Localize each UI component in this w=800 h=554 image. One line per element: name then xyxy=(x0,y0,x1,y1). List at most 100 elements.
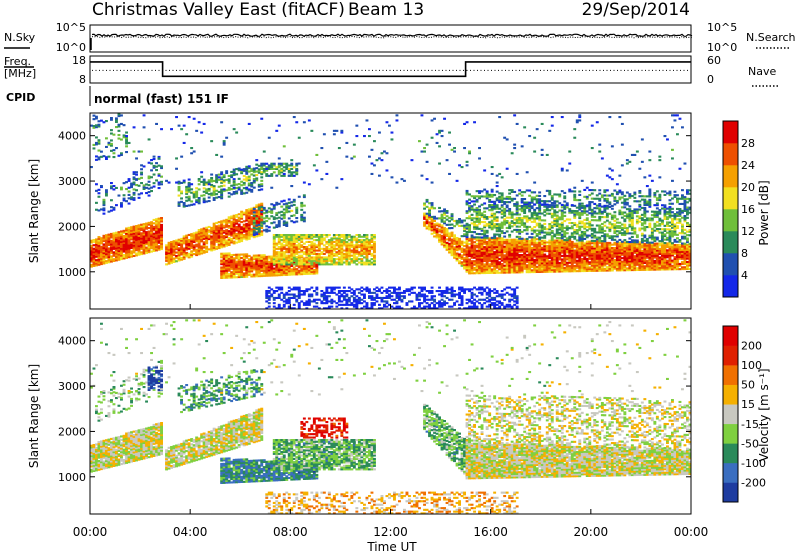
power-cell-b11 xyxy=(668,264,672,267)
power-cell-b11 xyxy=(563,258,567,261)
power-cell-b11 xyxy=(470,270,474,273)
power-cell-b0 xyxy=(122,240,126,243)
power-cell-b3 xyxy=(190,252,194,255)
power-cell-b3 xyxy=(192,240,196,243)
power-cell-b0 xyxy=(97,253,101,256)
power-cell-b0 xyxy=(147,247,151,250)
power-cell-b6 xyxy=(290,237,294,240)
power-cell-b11 xyxy=(565,268,569,271)
power-cell-b6 xyxy=(352,261,356,264)
power-cell-b5 xyxy=(237,255,241,258)
power-cell-b4 xyxy=(177,182,181,185)
power-cell-b6 xyxy=(285,237,289,240)
power-cell-b0 xyxy=(107,259,111,262)
power-cell-b5 xyxy=(290,263,294,266)
power-cell-b5 xyxy=(262,255,266,258)
power-cell-b3 xyxy=(212,239,216,242)
power-cell-b1 xyxy=(97,192,101,195)
power-cell-b11 xyxy=(658,268,662,271)
power-cell-b6 xyxy=(300,251,304,254)
power-cell-b11 xyxy=(535,258,539,261)
power-cell-b2 xyxy=(120,114,123,117)
power-cell-b11 xyxy=(583,256,587,259)
power-cell-b10 xyxy=(428,214,431,217)
power-cell-b3 xyxy=(215,225,219,228)
power-cell-b11 xyxy=(633,250,637,253)
power-cell-b0 xyxy=(160,246,163,249)
power-cell-b12 xyxy=(563,211,567,214)
power-cell-b11 xyxy=(595,250,599,253)
power-cell-b11 xyxy=(548,267,552,270)
power-cell-b3 xyxy=(260,202,264,205)
power-cell-b6 xyxy=(322,263,326,266)
power-cell-b11 xyxy=(528,259,532,262)
power-cell-b12 xyxy=(468,205,471,208)
power-cell-b0 xyxy=(125,256,128,259)
power-cell-b0 xyxy=(112,237,116,240)
power-cell-b2 xyxy=(95,143,98,146)
power-cell-b11 xyxy=(493,240,497,243)
power-cell-b11 xyxy=(595,259,599,262)
power-cell-b12 xyxy=(528,205,532,208)
power-cell-b11 xyxy=(585,240,589,243)
power-cell-b11 xyxy=(493,270,497,273)
power-cell-b3 xyxy=(167,255,171,258)
power-cell-b0 xyxy=(115,254,118,257)
power-cell-b12 xyxy=(510,221,514,224)
power-cell-b5 xyxy=(247,270,251,273)
power-cell-b0 xyxy=(150,250,153,253)
power-cell-b6 xyxy=(327,256,331,259)
power-cell-b11 xyxy=(483,253,487,256)
power-cell-b9 xyxy=(443,246,446,249)
power-cell-b3 xyxy=(260,226,264,229)
power-cell-b1 xyxy=(132,198,136,201)
power-cell-b11 xyxy=(503,261,507,264)
power-cell-b0 xyxy=(152,229,156,232)
power-cell-b9 xyxy=(453,253,456,256)
power-cell-b0 xyxy=(105,260,108,263)
power-cell-b8 xyxy=(285,166,289,169)
power-cell-b3 xyxy=(200,236,204,239)
power-cell-b12 xyxy=(485,234,489,237)
power-cell-b6 xyxy=(368,259,371,262)
power-cell-b11 xyxy=(620,269,624,272)
power-cell-b4 xyxy=(222,179,226,182)
power-cell-b5 xyxy=(265,273,269,276)
power-cell-b11 xyxy=(520,257,524,260)
power-cell-b0 xyxy=(132,239,136,242)
power-cell-b11 xyxy=(553,243,557,246)
power-cell-b11 xyxy=(508,245,512,248)
power-cell-b0 xyxy=(112,253,116,256)
power-cell-b11 xyxy=(515,261,519,264)
power-cell-b11 xyxy=(645,244,649,247)
power-cell-b5 xyxy=(277,265,281,268)
power-cell-b11 xyxy=(570,256,574,259)
power-cell-b3 xyxy=(167,253,171,256)
power-cell-b3 xyxy=(195,245,199,248)
power-cell-b6 xyxy=(315,261,319,264)
power-cell-b11 xyxy=(533,238,537,241)
power-cell-b11 xyxy=(485,253,489,256)
power-cell-b0 xyxy=(97,248,101,251)
power-cell-b5 xyxy=(257,275,261,278)
power-cell-b3 xyxy=(225,242,229,245)
power-cell-b11 xyxy=(595,254,599,257)
power-cell-b12 xyxy=(490,209,494,212)
power-cell-b6 xyxy=(350,258,354,261)
noise-tick-left-bottom: 10^0 xyxy=(56,41,86,54)
power-cell-b3 xyxy=(177,240,181,243)
power-cell-b2 xyxy=(105,157,108,160)
power-cell-b4 xyxy=(187,178,191,181)
power-cell-b11 xyxy=(565,249,569,252)
power-cell-b5 xyxy=(245,275,249,278)
power-cell-b6 xyxy=(340,258,344,261)
power-cell-b5 xyxy=(300,266,304,269)
power-cell-b0 xyxy=(160,239,163,242)
power-cell-b11 xyxy=(590,256,594,259)
power-cell-b11 xyxy=(545,241,549,244)
power-cell-b5 xyxy=(232,269,236,272)
power-cell-b11 xyxy=(538,251,542,254)
power-cell-b11 xyxy=(640,265,644,268)
power-cell-b6 xyxy=(297,242,301,245)
power-cell-b3 xyxy=(257,210,261,213)
